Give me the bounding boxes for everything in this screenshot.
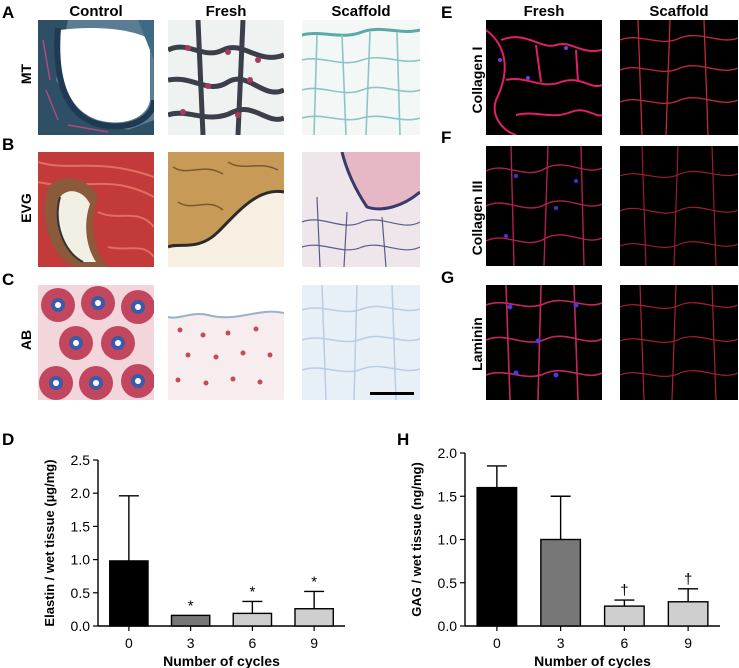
y-tick-label: 2.0 — [71, 485, 91, 501]
panel-letter-f: F — [441, 128, 452, 147]
chart-gag: 0.0 0.5 1.0 1.5 2.0 GAG / wet tissue (ng/mg) 0… — [409, 445, 720, 668]
bar — [540, 538, 582, 627]
x-tick-label: 0 — [125, 635, 133, 651]
column-header-scaffold: Scaffold — [331, 3, 391, 20]
y-tick-label: 2.5 — [71, 452, 91, 468]
y-tick-label: 1.0 — [71, 552, 91, 568]
x-tick-label: 6 — [620, 635, 628, 651]
scale-bar — [370, 392, 414, 395]
bar — [603, 605, 645, 627]
y-tick-label: 1.5 — [438, 488, 458, 504]
histology-evg-control — [38, 152, 154, 267]
bar — [294, 608, 334, 627]
histology-mt-fresh — [168, 20, 284, 135]
ihc-laminin-scaffold — [620, 285, 738, 400]
bar — [109, 560, 149, 627]
histology-evg-fresh — [168, 152, 284, 267]
y-tick-label: 2.0 — [438, 445, 458, 461]
significance-marker: * — [188, 597, 194, 614]
panel-letter-h: H — [397, 430, 410, 449]
histology-evg-scaffold — [302, 152, 420, 267]
y-axis-label: Elastin / wet tissue (µg/mg) — [42, 459, 57, 626]
x-tick-label: 9 — [684, 635, 692, 651]
histology-ab-scaffold — [302, 285, 420, 400]
panel-letter-d: D — [2, 430, 15, 449]
chart-elastin: 0.0 0.5 1.0 1.5 2.0 2.5 Elastin / wet tissue (… — [42, 452, 345, 668]
panel-letter-a: A — [2, 3, 15, 22]
column-header-fresh-ihc: Fresh — [523, 3, 565, 20]
panel-letter-b: B — [2, 135, 15, 154]
significance-marker: * — [249, 583, 255, 600]
x-tick-label: 0 — [493, 635, 501, 651]
histology-mt-scaffold — [302, 20, 420, 135]
x-tick-label: 9 — [310, 635, 318, 651]
y-tick-label: 0.5 — [71, 585, 91, 601]
panel-letter-e: E — [441, 3, 453, 22]
panel-letter-c: C — [2, 270, 15, 289]
row-label-collagen-i: Collagen I — [469, 46, 485, 114]
x-tick-label: 3 — [187, 635, 195, 651]
x-tick-label: 3 — [557, 635, 565, 651]
bar — [232, 612, 273, 627]
row-label-laminin: Laminin — [469, 317, 485, 371]
ihc-collagen-i-scaffold — [620, 20, 738, 135]
x-axis-label: Number of cycles — [163, 653, 280, 668]
ihc-collagen-iii-fresh — [486, 146, 602, 266]
column-header-control: Control — [69, 3, 123, 20]
column-header-fresh: Fresh — [205, 3, 247, 20]
significance-marker: † — [620, 582, 628, 599]
y-tick-label: 0.5 — [438, 575, 458, 591]
row-label-evg: EVG — [18, 193, 34, 223]
bar — [170, 614, 211, 627]
y-tick-label: 1.0 — [438, 532, 458, 548]
y-tick-label: 1.5 — [71, 518, 91, 534]
histology-ab-fresh — [168, 285, 284, 400]
histology-ab-control — [38, 285, 154, 400]
ihc-collagen-i-fresh — [486, 20, 602, 135]
ihc-laminin-fresh — [486, 285, 602, 400]
column-header-scaffold-ihc: Scaffold — [649, 3, 709, 20]
row-label-ab: AB — [18, 329, 34, 351]
bar — [476, 486, 518, 627]
significance-marker: † — [684, 571, 692, 588]
significance-marker: * — [311, 573, 317, 590]
histology-mt-control — [38, 20, 154, 135]
y-axis-label: GAG / wet tissue (ng/mg) — [409, 462, 424, 617]
y-tick-label: 0.0 — [438, 618, 458, 634]
bar — [667, 601, 709, 627]
row-label-collagen-iii: Collagen III — [469, 180, 485, 256]
ihc-collagen-iii-scaffold — [620, 146, 738, 266]
y-tick-label: 0.0 — [71, 618, 91, 634]
row-label-mt: MT — [18, 63, 34, 85]
x-axis-label: Number of cycles — [534, 653, 651, 668]
panel-letter-g: G — [441, 268, 455, 287]
x-tick-label: 6 — [248, 635, 256, 651]
